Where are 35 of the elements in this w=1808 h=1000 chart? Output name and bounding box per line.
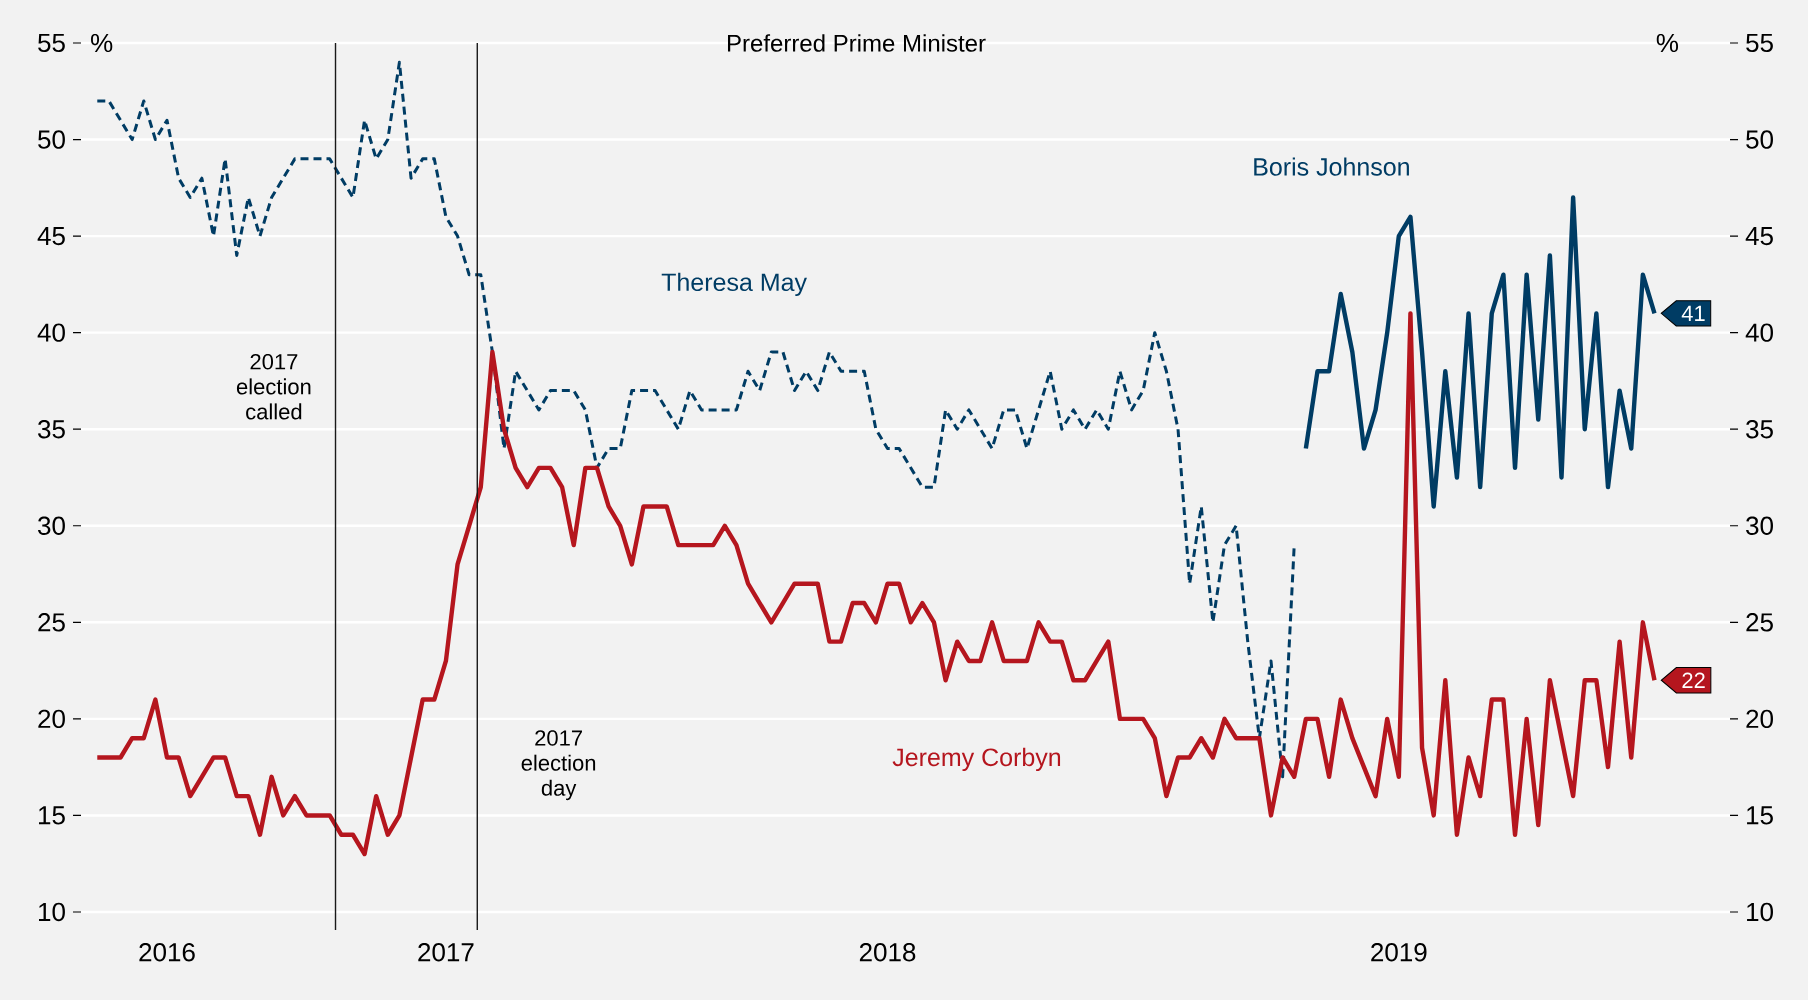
y2-axis-title: % xyxy=(1656,33,1679,53)
y2-tick-label: 10 xyxy=(1747,902,1773,922)
chart-title: Preferred Prime Minister xyxy=(727,34,986,52)
y2-tick-label: 55 xyxy=(1746,33,1773,53)
x-tick-label: 2019 xyxy=(1371,943,1427,962)
y-tick-label: 30 xyxy=(38,516,65,535)
y2-tick-label: 50 xyxy=(1746,130,1773,149)
y-tick-label: 35 xyxy=(38,420,65,439)
text: 22 xyxy=(1682,672,1705,688)
y2-tick-label: 15 xyxy=(1747,806,1773,825)
y2-tick-label: 30 xyxy=(1746,516,1773,535)
x-tick-label: 2017 xyxy=(418,943,474,962)
y-tick-label: 20 xyxy=(38,709,65,729)
text: Jeremy Corbyn xyxy=(892,747,1061,772)
y-tick-label: 15 xyxy=(39,806,65,825)
annotation: 2017 election called xyxy=(236,353,311,420)
series-label: Boris Johnson xyxy=(1254,157,1409,176)
text: 41 xyxy=(1681,305,1705,321)
text: Theresa May xyxy=(661,272,807,297)
y-tick-label: 25 xyxy=(38,613,65,632)
y-tick-label: 10 xyxy=(39,902,65,922)
annotation: 2017 election day xyxy=(521,730,596,801)
y-tick-label: 40 xyxy=(37,323,65,342)
y2-tick-label: 35 xyxy=(1746,420,1773,439)
line-series xyxy=(1303,195,1657,509)
x-tick-label: 2018 xyxy=(859,943,916,962)
y2-tick-label: 45 xyxy=(1745,227,1773,246)
y-axis-title: % xyxy=(91,33,113,53)
y-tick-label: 50 xyxy=(38,130,65,149)
y2-tick-label: 20 xyxy=(1746,709,1773,729)
x-tick-label: 2016 xyxy=(139,943,195,962)
y-tick-label: 55 xyxy=(38,33,65,53)
y-tick-label: 45 xyxy=(37,227,65,246)
y2-tick-label: 40 xyxy=(1745,323,1773,342)
y2-tick-label: 25 xyxy=(1746,613,1773,632)
